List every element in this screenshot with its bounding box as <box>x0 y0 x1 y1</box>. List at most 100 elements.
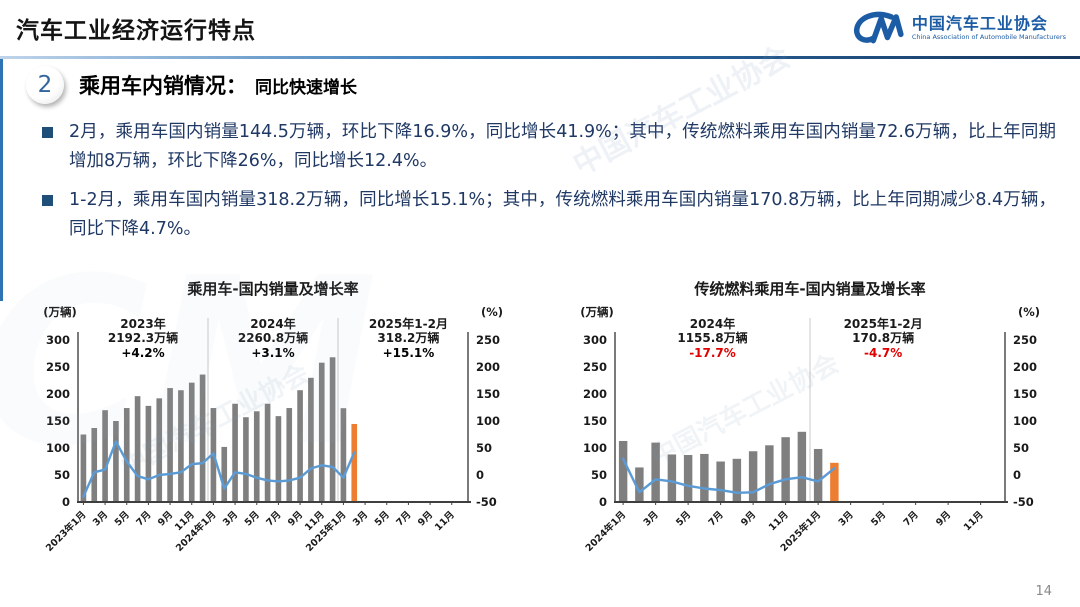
x-axis-tick-label: 7月 <box>394 509 413 528</box>
annotation-year: 2025年1-2月 <box>369 316 448 331</box>
bullet-text: 1-2月，乘用车国内销量318.2万辆，同比增长15.1%；其中，传统燃料乘用车… <box>69 189 1056 240</box>
x-axis-tick-label: 11月 <box>962 509 986 533</box>
left-axis-tick-label: 300 <box>583 333 607 347</box>
annotation-year: 2024年 <box>250 316 295 331</box>
annotation-growth: +4.2% <box>121 346 164 360</box>
bullet-square-icon <box>42 194 53 206</box>
bar <box>102 410 108 502</box>
section-number-badge: 2 <box>26 66 64 104</box>
left-axis-unit: (万辆) <box>580 305 614 319</box>
bar <box>91 428 98 502</box>
bar <box>308 377 314 502</box>
annotation-growth: +15.1% <box>383 346 435 360</box>
growth-rate-line <box>621 457 836 495</box>
bar <box>318 362 325 502</box>
org-logo: 中国汽车工业协会 China Association of Automobile… <box>852 6 1066 50</box>
left-axis-tick-label: 200 <box>583 387 607 401</box>
right-axis-unit: (%) <box>1018 305 1040 319</box>
bar <box>700 453 709 502</box>
x-axis-tick-label: 5月 <box>869 509 888 528</box>
annotation-growth: +3.1% <box>251 346 294 360</box>
x-axis-tick-label: 5月 <box>373 509 392 528</box>
bar <box>297 390 303 502</box>
bar <box>145 405 152 502</box>
right-axis-tick-label: 50 <box>1013 441 1029 455</box>
chart-canvas: 乘用车-国内销量及增长率 (万辆) (%) 0 50 100 150 200 250 300 -50… <box>43 280 503 554</box>
left-axis-tick-label: 250 <box>583 360 607 374</box>
right-axis-tick-label: 0 <box>1013 468 1021 482</box>
growth-rate-line <box>82 440 356 498</box>
cam-logo-icon <box>853 11 904 44</box>
bullet-item: 2月，乘用车国内销量144.5万辆，环比下降16.9%，同比增长41.9%；其中… <box>42 118 1056 177</box>
bar <box>781 437 790 502</box>
right-axis-tick-label: 100 <box>1013 414 1037 428</box>
right-axis-tick-label: -50 <box>1013 495 1034 509</box>
bar <box>275 416 282 502</box>
bar <box>199 374 206 502</box>
x-axis-tick-label: 3月 <box>642 509 661 528</box>
bars-series <box>80 357 358 502</box>
bar <box>765 445 774 502</box>
section-title: 乘用车内销情况： <box>79 74 247 98</box>
x-axis-tick-label: 3月 <box>91 509 110 528</box>
right-axis-tick-label: -50 <box>476 495 497 509</box>
header-divider <box>0 56 1080 59</box>
bar <box>329 357 336 502</box>
x-axis-tick-label: 3月 <box>351 509 370 528</box>
bar <box>732 458 742 502</box>
x-axis-tick-label: 7月 <box>264 509 283 528</box>
x-axis-tick-label: 7月 <box>707 509 726 528</box>
left-axis-tick-label: 300 <box>46 333 70 347</box>
left-axis-tick-label: 0 <box>599 495 607 509</box>
bar <box>232 403 238 502</box>
right-axis-tick-label: 250 <box>1013 333 1037 347</box>
annotation-total: 170.8万辆 <box>852 330 914 345</box>
bar <box>683 455 693 502</box>
bar <box>134 396 141 502</box>
bar <box>286 408 293 502</box>
bar <box>264 403 271 502</box>
org-name-en: China Association of Automobile Manufact… <box>911 33 1066 42</box>
bullet-item: 1-2月，乘用车国内销量318.2万辆，同比增长15.1%；其中，传统燃料乘用车… <box>42 186 1056 245</box>
right-axis-tick-label: 0 <box>476 468 484 482</box>
annotation-year: 2024年 <box>690 316 735 331</box>
bar <box>651 442 660 502</box>
bars-series <box>618 431 839 502</box>
bar <box>635 467 644 502</box>
left-axis-unit: (万辆) <box>43 305 77 319</box>
chart-title: 乘用车-国内销量及增长率 <box>186 280 358 298</box>
bar <box>243 417 249 502</box>
page-number: 14 <box>1035 584 1052 599</box>
page-title: 汽车工业经济运行特点 <box>16 18 256 44</box>
section-number: 2 <box>37 72 53 98</box>
right-axis-tick-label: 200 <box>476 360 500 374</box>
annotation-total: 2260.8万辆 <box>238 330 308 345</box>
bar <box>748 451 758 502</box>
left-axis-tick-label: 100 <box>583 441 607 455</box>
bar-highlight <box>830 462 839 502</box>
annotation-year: 2023年 <box>120 316 165 331</box>
bullet-list: 2月，乘用车国内销量144.5万辆，环比下降16.9%，同比增长41.9%；其中… <box>42 118 1056 254</box>
bar <box>716 461 725 502</box>
left-axis-tick-label: 150 <box>583 414 607 428</box>
chart-title: 传统燃料乘用车-国内销量及增长率 <box>693 280 925 298</box>
x-axis-tick-label: 7月 <box>902 509 921 528</box>
slide-header: 汽车工业经济运行特点 中国汽车工业协会 China Association of… <box>0 0 1080 56</box>
left-axis-tick-label: 50 <box>591 468 607 482</box>
right-axis-unit: (%) <box>481 305 503 319</box>
right-axis-tick-label: 200 <box>1013 360 1037 374</box>
x-axis-tick-label: 2023年1月 <box>43 509 88 554</box>
annotation-year: 2025年1-2月 <box>844 316 923 331</box>
x-axis-tick-label: 3月 <box>837 509 856 528</box>
bar <box>797 431 807 502</box>
right-axis-tick-label: 100 <box>476 414 500 428</box>
section-titles: 乘用车内销情况： 同比快速增长 <box>79 70 357 100</box>
bar <box>340 408 347 502</box>
x-axis-tick-label: 9月 <box>739 509 758 528</box>
bar <box>80 434 87 502</box>
org-name-cn: 中国汽车工业协会 <box>911 13 1048 33</box>
